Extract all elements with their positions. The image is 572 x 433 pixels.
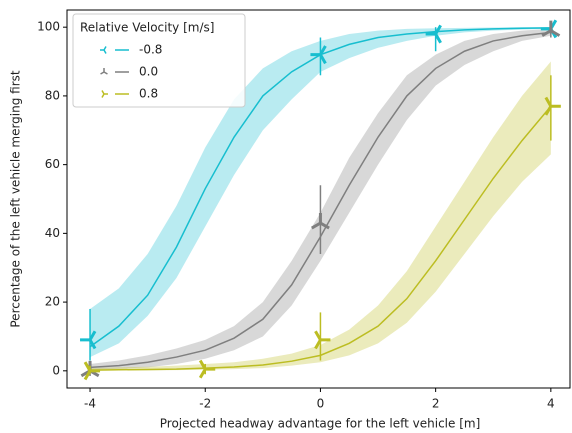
legend-marker [101,90,108,98]
data-point [541,20,561,37]
legend-marker [100,46,107,54]
y-tick-label: 20 [45,295,60,309]
legend-label: 0.0 [139,65,158,79]
y-tick-label: 80 [45,88,60,102]
confidence-band [90,27,551,358]
legend-box [72,13,246,108]
y-tick-label: 60 [45,157,60,171]
data-point [310,45,327,65]
x-tick-label: -2 [199,397,211,411]
confidence-band [90,61,551,371]
y-tick-label: 0 [52,363,60,377]
legend-marker [100,68,108,75]
plot-frame [66,9,571,389]
data-point [198,359,216,379]
data-point [425,24,442,44]
legend-label: 0.8 [139,87,158,101]
x-tick-label: 0 [317,397,325,411]
data-point [544,96,561,116]
legend-label: -0.8 [139,43,162,57]
y-tick-label: 100 [37,20,60,34]
x-tick-label: -4 [84,397,96,411]
x-tick-label: 4 [547,397,555,411]
data-point [311,213,330,230]
x-tick-label: 2 [432,397,440,411]
data-point [314,330,331,350]
data-point [80,330,97,350]
y-tick-label: 40 [45,226,60,240]
legend-title: Relative Velocity [m/s] [80,21,214,35]
data-point [83,361,101,381]
y-axis-label: Percentage of the left vehicle merging f… [9,70,23,328]
x-axis-label: Projected headway advantage for the left… [160,417,481,431]
